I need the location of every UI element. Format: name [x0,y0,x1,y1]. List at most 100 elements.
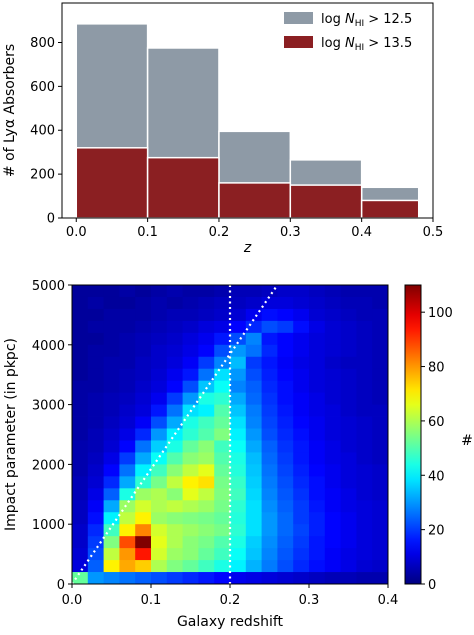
heatmap-cell [293,404,310,417]
heatmap-cell [356,416,373,429]
heatmap-cell [261,404,278,417]
heatmap-cell [245,296,262,310]
heatmap-cell [277,440,294,453]
heatmap-cell [182,296,199,310]
heatmap-cell [87,416,104,429]
heatmap-cell [230,344,247,358]
heatmap-cell [135,392,152,405]
heatmap-cell [372,512,389,525]
heatmap-cell [151,368,168,382]
heatmap-cell [340,332,357,346]
heatmap-cell [103,380,120,394]
heatmap-cell [293,500,310,513]
heatmap-cell [198,332,215,346]
heatmap-cell [182,368,199,382]
heatmap-cell [261,452,278,465]
heatmap-cell [151,285,168,298]
heatmap-cell [182,488,199,501]
heatmap-cell [277,416,294,429]
heatmap-cell [340,440,357,453]
histogram-y-tick-label: 800 [30,36,55,51]
heatmap-cell [198,380,215,394]
heatmap-cell [372,464,389,477]
heatmap-cell [182,344,199,358]
heatmap-cell [356,404,373,417]
heatmap-cell [151,572,168,585]
histogram-bar-2-5 [360,199,420,219]
heatmap-cell [293,464,310,477]
heatmap-cell [309,572,326,585]
heatmap-cell [166,320,183,334]
heatmap-cell [166,368,183,382]
heatmap-cell [340,308,357,322]
heatmap-cell [372,308,389,322]
heatmap-cell [119,500,136,513]
heatmap-cell [214,548,231,561]
heatmap-cell [119,285,136,298]
heatmap-cell [198,488,215,501]
heatmap-cell [198,560,215,573]
heatmap-cell [230,368,247,382]
heatmap-cell [151,524,168,537]
heatmap-cell [166,476,183,489]
heatmap-cell [182,332,199,346]
heatmap-cell [356,536,373,549]
heatmap-cell [245,560,262,573]
histogram-y-tick-label: 400 [30,124,55,139]
heatmap-cell [277,548,294,561]
heatmap-cell [135,452,152,465]
heatmap-cell [324,452,341,465]
heatmap-cell [151,380,168,394]
heatmap-cell [230,452,247,465]
heatmap-cell [198,404,215,417]
heatmap-cell [293,344,310,358]
heatmap-cell [214,356,231,370]
heatmap-cell [293,476,310,489]
heatmap-cell [72,512,89,525]
heatmap-cell [72,285,89,298]
heatmap-cell [356,440,373,453]
heatmap-cell [103,464,120,477]
heatmap-cell [198,572,215,585]
heatmap-cell [230,296,247,310]
heatmap-cell [309,512,326,525]
heatmap-cell [182,560,199,573]
heatmap-cell [230,512,247,525]
heatmap-cell [261,285,278,298]
heatmap-cell [214,512,231,525]
heatmap-cell [182,548,199,561]
heatmap-cell [72,440,89,453]
heatmap-cell [309,560,326,573]
histogram-y-axis-label: # of Lyα Absorbers [2,44,18,177]
heatmap-cell [324,404,341,417]
heatmap-cell [151,488,168,501]
heatmap-cell [119,392,136,405]
heatmap-cell [87,548,104,561]
heatmap-cell [245,392,262,405]
heatmap-cell [166,380,183,394]
heatmap-cell [230,500,247,513]
heatmap-cell [103,332,120,346]
heatmap-cell [166,404,183,417]
heatmap-cell [356,452,373,465]
heatmap-cell [261,440,278,453]
heatmap-cell [214,380,231,394]
heatmap-cell [293,572,310,585]
heatmap-cell [72,380,89,394]
heatmap-cell [293,428,310,441]
heatmap-cell [72,452,89,465]
heatmap-cell [324,392,341,405]
heatmap-cell [293,368,310,382]
heatmap-cell [309,452,326,465]
heatmap-cell [230,536,247,549]
heatmap-cell [182,476,199,489]
heatmap-cell [372,380,389,394]
heatmap-cell [198,344,215,358]
heatmap-cell [214,464,231,477]
heatmap-cell [230,428,247,441]
heatmap-cell [135,548,152,561]
heatmap-cell [119,320,136,334]
heatmap-cell [309,440,326,453]
heatmap-cell [309,332,326,346]
heatmap-cell [245,464,262,477]
